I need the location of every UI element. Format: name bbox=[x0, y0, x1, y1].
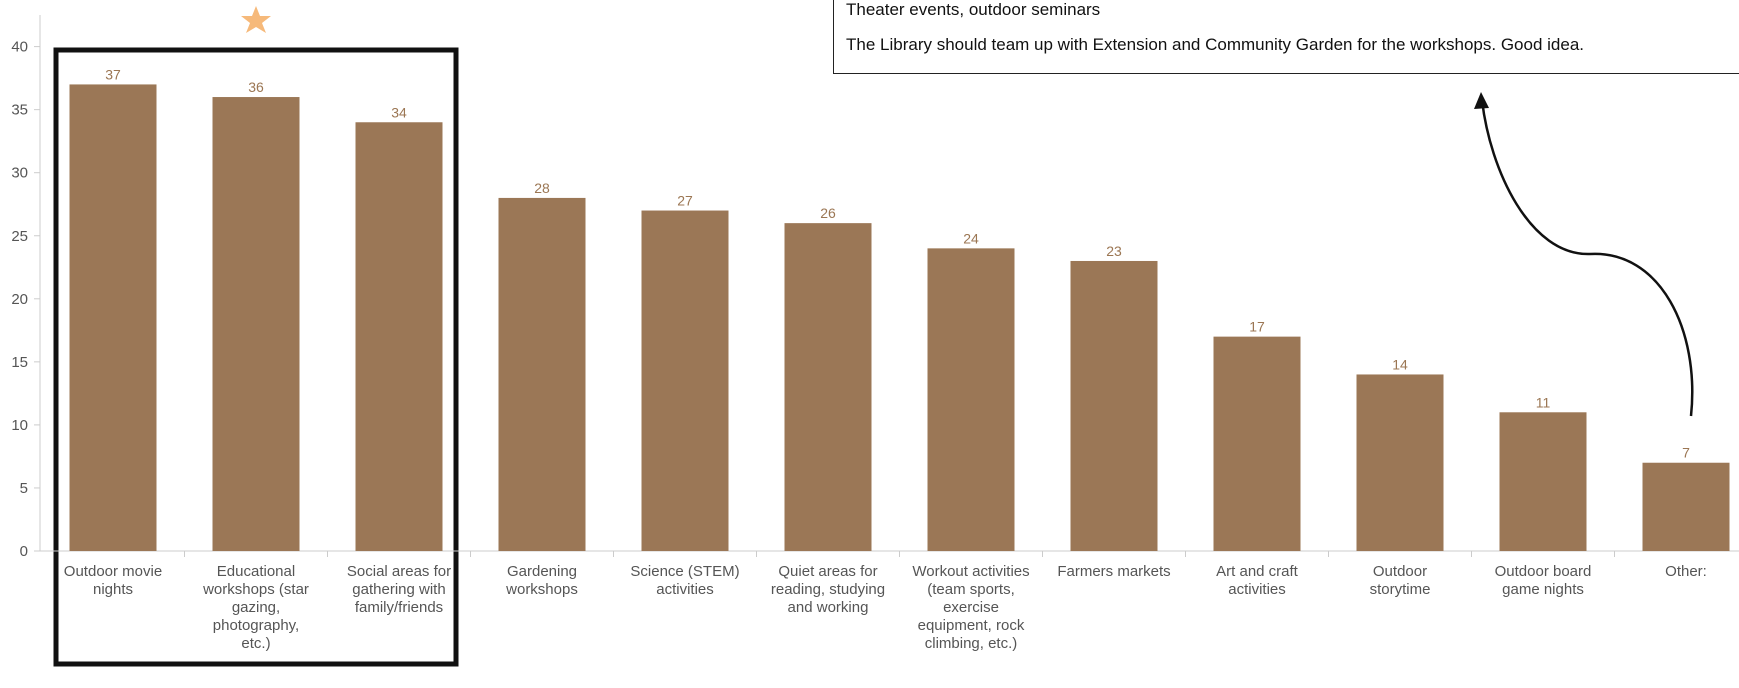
x-tick-label: Other: bbox=[1665, 563, 1707, 580]
value-label: 36 bbox=[248, 79, 264, 95]
bar bbox=[1356, 374, 1444, 551]
x-tick-label: Outdoor storytime bbox=[1369, 563, 1431, 598]
arrow-head bbox=[1474, 92, 1489, 109]
highlight-box bbox=[53, 47, 459, 667]
value-label: 14 bbox=[1392, 356, 1408, 372]
x-tick-label: Educational workshops (star gazing, phot… bbox=[203, 563, 309, 652]
y-tick-label: 5 bbox=[20, 480, 28, 497]
y-tick-label: 10 bbox=[11, 417, 28, 434]
x-tick-label: Social areas for gathering with family/f… bbox=[346, 563, 452, 616]
value-label: 37 bbox=[105, 66, 121, 82]
y-tick-label: 20 bbox=[11, 291, 28, 308]
x-tick-label: Gardening workshops bbox=[506, 563, 578, 598]
value-label: 24 bbox=[963, 230, 979, 246]
x-tick-label: Outdoor board game nights bbox=[1494, 563, 1592, 598]
y-tick-label: 0 bbox=[20, 543, 28, 560]
y-tick-label: 25 bbox=[11, 228, 28, 245]
value-label: 23 bbox=[1106, 243, 1122, 259]
bar bbox=[784, 223, 872, 551]
comment: Theater events, outdoor seminars bbox=[833, 0, 1739, 25]
x-tick-label: Outdoor movie nights bbox=[63, 563, 163, 598]
bar bbox=[498, 197, 586, 552]
value-label: 28 bbox=[534, 180, 550, 196]
y-tick-label: 35 bbox=[11, 102, 28, 119]
x-tick-label: Science (STEM) activities bbox=[630, 563, 740, 598]
bar bbox=[1499, 412, 1587, 551]
x-tick-label: Quiet areas for reading, studying and wo… bbox=[770, 563, 886, 616]
bar bbox=[927, 248, 1015, 552]
value-label: 17 bbox=[1249, 319, 1265, 335]
bar bbox=[641, 210, 729, 551]
bar bbox=[1213, 336, 1301, 551]
value-label: 34 bbox=[391, 104, 407, 120]
bar bbox=[355, 122, 443, 551]
value-label: 27 bbox=[677, 193, 693, 209]
x-tick-label: Farmers markets bbox=[1057, 563, 1171, 580]
y-tick-label: 30 bbox=[11, 165, 28, 182]
star-icon bbox=[241, 6, 271, 33]
x-tick-label: Workout activities (team sports, exercis… bbox=[912, 563, 1030, 652]
comment: The Library should team up with Extensio… bbox=[833, 23, 1739, 74]
arrow bbox=[1480, 99, 1694, 417]
x-tick-label: Art and craft activities bbox=[1216, 563, 1298, 598]
value-label: 11 bbox=[1536, 394, 1551, 410]
bar bbox=[1070, 260, 1158, 551]
bar bbox=[69, 84, 157, 552]
bar bbox=[1642, 462, 1730, 551]
value-label: 26 bbox=[820, 205, 836, 221]
bar bbox=[212, 97, 300, 551]
value-label: 7 bbox=[1682, 445, 1690, 461]
y-tick-label: 15 bbox=[11, 354, 28, 371]
y-tick-label: 40 bbox=[11, 39, 28, 56]
